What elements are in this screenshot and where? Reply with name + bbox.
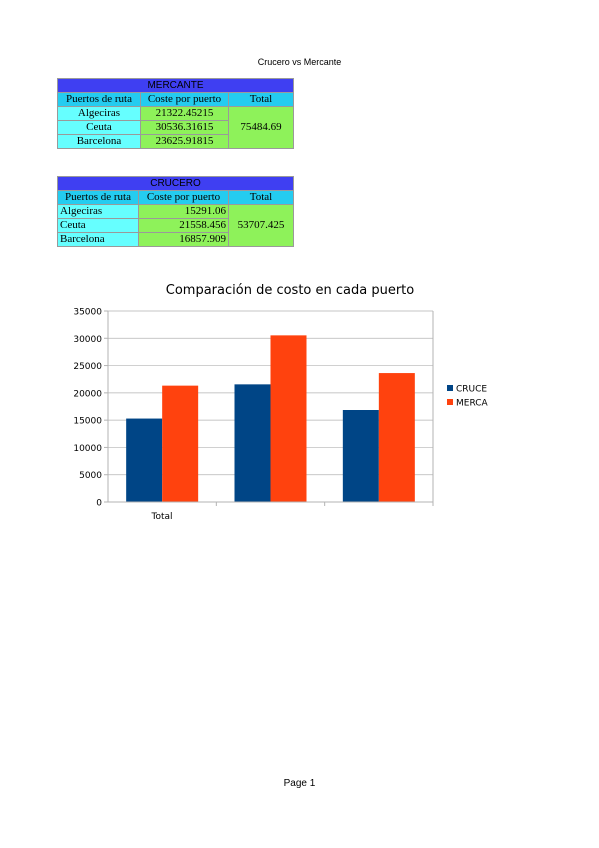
- y-tick-label: 10000: [73, 444, 102, 454]
- bar-merca: [378, 373, 415, 502]
- port-cell: Algeciras: [57, 106, 141, 121]
- chart-title: Comparación de costo en cada puerto: [166, 283, 415, 298]
- mercante-table-title: MERCANTE: [57, 78, 294, 93]
- legend-label: CRUCE: [456, 385, 487, 395]
- page-footer: Page 1: [283, 778, 316, 789]
- legend-swatch: [447, 399, 453, 405]
- y-tick-label: 0: [96, 499, 102, 509]
- legend-label: MERCA: [456, 399, 489, 409]
- y-tick-label: 20000: [73, 389, 102, 399]
- bar-cruce: [234, 384, 271, 502]
- total-cell: 75484.69: [228, 106, 294, 149]
- crucero-table-title: CRUCERO: [57, 176, 294, 191]
- cost-cell: 30536.31615: [140, 120, 229, 135]
- port-cell: Barcelona: [57, 134, 141, 149]
- cost-cell: 21558.456: [138, 218, 229, 233]
- port-cell: Barcelona: [57, 232, 139, 247]
- bar-merca: [162, 385, 199, 502]
- bar-cruce: [126, 418, 163, 502]
- header-total: Total: [228, 190, 294, 205]
- crucero-table: CRUCERO Puertos de ruta Coste por puerto…: [57, 176, 294, 247]
- header-total: Total: [228, 92, 294, 107]
- legend-swatch: [447, 385, 453, 391]
- cost-cell: 21322.45215: [140, 106, 229, 121]
- y-tick-label: 15000: [73, 417, 102, 427]
- page-title: Crucero vs Mercante: [257, 57, 342, 67]
- header-coste: Coste por puerto: [138, 190, 229, 205]
- bar-merca: [270, 335, 307, 502]
- header-puertos: Puertos de ruta: [57, 190, 139, 205]
- x-tick-label: Total: [150, 512, 172, 522]
- header-puertos: Puertos de ruta: [57, 92, 141, 107]
- y-tick-label: 35000: [73, 308, 102, 318]
- y-tick-label: 5000: [79, 471, 102, 481]
- mercante-table: MERCANTE Puertos de ruta Coste por puert…: [57, 78, 294, 149]
- bar-cruce: [342, 410, 379, 502]
- cost-cell: 23625.91815: [140, 134, 229, 149]
- y-tick-label: 25000: [73, 362, 102, 372]
- total-cell: 53707.425: [228, 204, 294, 247]
- port-cell: Ceuta: [57, 120, 141, 135]
- y-tick-label: 30000: [73, 335, 102, 345]
- cost-cell: 16857.909: [138, 232, 229, 247]
